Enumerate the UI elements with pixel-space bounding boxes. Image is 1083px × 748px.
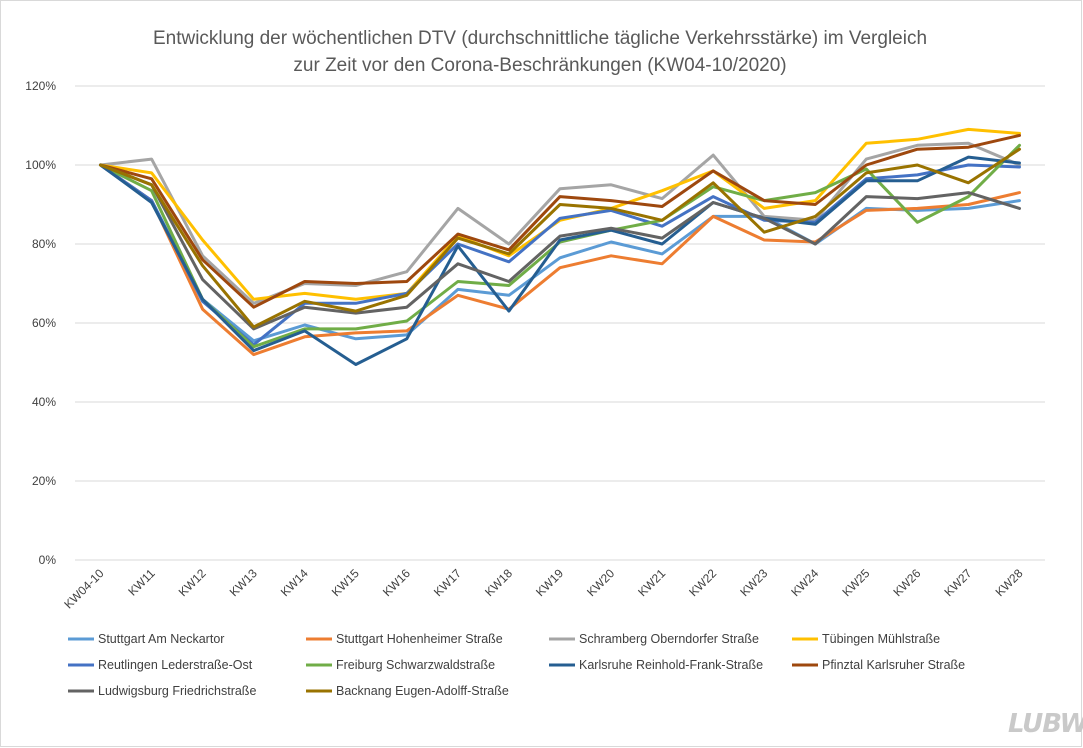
series-line-2 [99,163,1021,357]
legend-label: Schramberg Oberndorfer Straße [579,632,759,646]
y-tick-label: 60% [32,316,56,330]
series-line-9 [99,163,1021,331]
legend-item: Schramberg Oberndorfer Straße [549,632,759,646]
legend-label: Backnang Eugen-Adolff-Straße [336,684,509,698]
legend-label: Karlsruhe Reinhold-Frank-Straße [579,658,763,672]
legend-label: Ludwigsburg Friedrichstraße [98,684,256,698]
lubw-logo: LUBW [1008,709,1083,739]
legend-item: Pfinztal Karlsruher Straße [792,658,965,672]
chart-title-line-2: zur Zeit vor den Corona-Beschränkungen (… [293,55,786,76]
y-tick-label: 40% [32,395,56,409]
legend-item: Stuttgart Hohenheimer Straße [306,632,503,646]
legend-item: Ludwigsburg Friedrichstraße [68,684,256,698]
legend-label: Stuttgart Hohenheimer Straße [336,632,503,646]
series-line-4 [99,127,1021,301]
y-tick-label: 120% [25,79,56,93]
series-line-3 [99,141,1021,305]
legend-item: Freiburg Schwarzwaldstraße [306,658,495,672]
series-line-7 [99,155,1021,366]
y-tick-label: 0% [39,553,57,567]
legend-item: Backnang Eugen-Adolff-Straße [306,684,509,698]
legend-label: Freiburg Schwarzwaldstraße [336,658,495,672]
legend-item: Karlsruhe Reinhold-Frank-Straße [549,658,763,672]
y-tick-label: 20% [32,474,56,488]
series-line-10 [99,147,1021,329]
series-line-1 [99,163,1021,343]
legend-label: Stuttgart Am Neckartor [98,632,224,646]
legend-label: Reutlingen Lederstraße-Ost [98,658,253,672]
chart-title-line-1: Entwicklung der wöchentlichen DTV (durch… [153,28,927,49]
y-tick-label: 80% [32,237,56,251]
gridlines [75,85,1045,561]
y-tick-label: 100% [25,158,56,172]
legend-label: Pfinztal Karlsruher Straße [822,658,965,672]
legend-item: Reutlingen Lederstraße-Ost [68,658,253,672]
legend-item: Stuttgart Am Neckartor [68,632,224,646]
series-lines [99,127,1021,366]
legend: Stuttgart Am Neckartor Stuttgart Hohenhei… [68,632,965,698]
series-line-8 [99,133,1021,309]
legend-item: Tübingen Mühlstraße [792,632,940,646]
y-axis-tick-labels: 0% 20% 40% 60% 80% 100% 120% [25,79,56,567]
legend-label: Tübingen Mühlstraße [822,632,940,646]
